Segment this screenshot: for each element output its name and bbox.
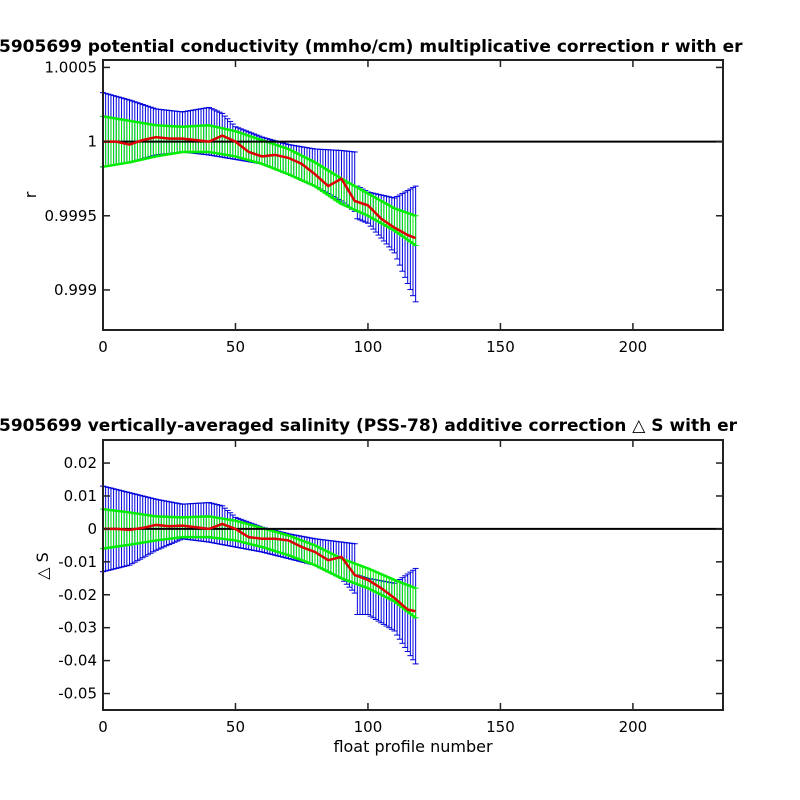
y-tick-label: -0.01 <box>58 553 97 571</box>
chart-1-plot-area <box>100 92 723 303</box>
fit-error-envelope <box>102 115 417 217</box>
chart-1: 5905699 potential conductivity (mmho/cm)… <box>0 37 743 356</box>
y-tick-label: -0.02 <box>58 586 97 604</box>
y-tick-label: 0 <box>87 520 97 538</box>
chart-1-ticks: 0 50 100 150 200 0.999 0.9995 1 1.0005 <box>45 58 723 356</box>
chart-2-plot-area <box>100 485 723 665</box>
x-tick-label: 0 <box>98 338 108 356</box>
y-tick-label: -0.03 <box>58 619 97 637</box>
chart-1-ylabel: r <box>21 191 40 198</box>
y-tick-label: 1 <box>87 133 97 151</box>
y-tick-label: -0.05 <box>58 685 97 703</box>
fit-line <box>103 522 416 613</box>
y-tick-label: 0.9995 <box>45 207 98 225</box>
x-tick-label: 150 <box>486 718 515 736</box>
y-tick-label: 0.02 <box>64 454 97 472</box>
y-tick-label: 1.0005 <box>45 58 98 76</box>
x-tick-label: 150 <box>486 338 515 356</box>
x-tick-label: 100 <box>354 338 383 356</box>
x-tick-label: 50 <box>226 338 245 356</box>
x-tick-label: 200 <box>619 338 648 356</box>
fit-line <box>103 134 417 240</box>
x-tick-label: 0 <box>98 718 108 736</box>
x-tick-label: 200 <box>619 718 648 736</box>
fit-error-envelope <box>102 535 417 619</box>
chart-2-axes-box <box>102 439 724 711</box>
chart-2: 5905699 vertically-averaged salinity (PS… <box>0 416 738 756</box>
fit-error-envelope <box>102 150 417 247</box>
chart-1-axes-box <box>102 59 724 331</box>
chart-2-ticks: 0 50 100 150 200 -0.05 -0.04 -0.03 -0.02 -0.01 0 0.… <box>58 440 723 736</box>
chart-2-title: 5905699 vertically-averaged salinity (PS… <box>0 416 738 436</box>
chart-1-title: 5905699 potential conductivity (mmho/cm)… <box>0 37 743 57</box>
x-tick-label: 50 <box>226 718 245 736</box>
y-tick-label: 0.01 <box>64 487 97 505</box>
y-tick-label: -0.04 <box>58 652 97 670</box>
chart-2-xlabel: float profile number <box>333 737 493 756</box>
x-tick-label: 100 <box>354 718 383 736</box>
y-tick-label: 0.999 <box>54 281 97 299</box>
chart-2-ylabel: △ S <box>33 552 52 580</box>
